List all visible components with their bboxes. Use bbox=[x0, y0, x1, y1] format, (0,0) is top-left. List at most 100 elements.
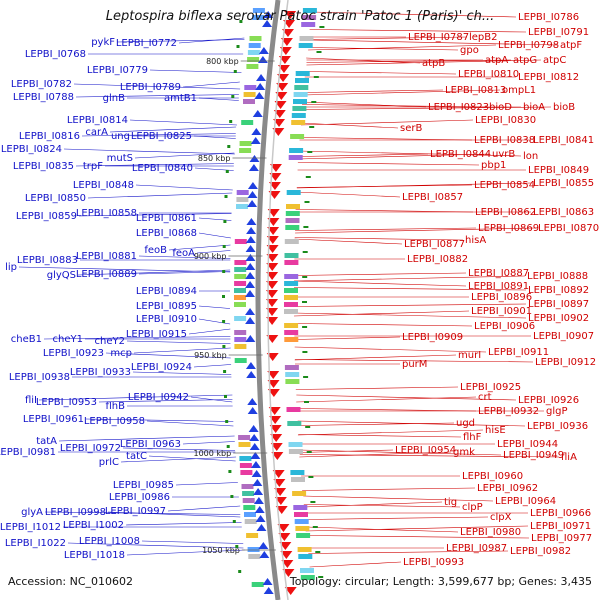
label-leader-line bbox=[306, 526, 459, 533]
gene-label-right: hisE bbox=[485, 425, 506, 436]
label-leader-line bbox=[296, 182, 532, 189]
gene-feature-block bbox=[298, 554, 313, 559]
gene-label-left: pykF bbox=[91, 37, 115, 48]
gene-label-left: ung bbox=[111, 131, 130, 142]
gene-label-right: atpG bbox=[513, 55, 537, 66]
label-leader-line bbox=[295, 227, 477, 231]
feature-marker bbox=[303, 226, 309, 228]
gene-label-right: LEPBI_I0896 bbox=[471, 292, 532, 303]
gene-label-right: LEPBI_I0830 bbox=[475, 115, 536, 126]
reverse-strand-gene-arrow bbox=[279, 47, 292, 55]
forward-strand-gene-arrow bbox=[249, 434, 260, 441]
genome-summary-label: Topology: circular; Length: 3,599,677 bp… bbox=[289, 575, 592, 588]
gene-label-left: glnB bbox=[103, 93, 125, 104]
gene-label-left: mutS bbox=[107, 153, 133, 164]
gene-label-right: LEPBI_I0912 bbox=[535, 357, 596, 368]
feature-marker bbox=[302, 326, 308, 328]
gene-label-left: LEPBI_I0997 bbox=[105, 506, 166, 517]
label-leader-line bbox=[107, 511, 241, 518]
label-leader-line bbox=[309, 29, 527, 33]
reverse-strand-gene-arrow bbox=[269, 425, 282, 433]
reverse-strand-gene-arrow bbox=[266, 281, 279, 289]
forward-strand-gene-arrow bbox=[249, 155, 260, 162]
label-leader-line bbox=[193, 135, 236, 139]
label-leader-line bbox=[295, 227, 537, 234]
reverse-strand-gene-arrow bbox=[273, 119, 286, 127]
label-leader-line bbox=[198, 232, 231, 239]
gene-feature-block bbox=[294, 519, 309, 524]
gene-feature-block bbox=[236, 197, 249, 202]
gene-feature-block bbox=[300, 568, 314, 573]
reverse-strand-gene-arrow bbox=[272, 128, 285, 136]
gene-label-right: murI bbox=[458, 350, 481, 361]
feature-marker bbox=[222, 295, 225, 298]
label-leader-line bbox=[300, 119, 474, 126]
gene-feature-block bbox=[243, 92, 256, 97]
gene-feature-block bbox=[290, 134, 305, 139]
gene-label-left: LEPBI_I0961 bbox=[23, 414, 84, 425]
reverse-strand-gene-arrow bbox=[267, 389, 280, 397]
ruler-tick-label: 900 kbp bbox=[194, 252, 227, 261]
forward-strand-gene-arrow bbox=[253, 497, 264, 504]
feature-marker bbox=[316, 51, 322, 53]
feature-marker bbox=[238, 570, 242, 573]
gene-label-right: LEPBI_I0949 bbox=[503, 450, 564, 461]
gene-feature-block bbox=[243, 99, 255, 104]
gene-label-left: LEPBI_I0814 bbox=[67, 115, 128, 126]
gene-label-right: pbp1 bbox=[481, 160, 506, 171]
label-leader-line bbox=[294, 323, 473, 327]
gene-feature-block bbox=[248, 43, 261, 48]
gene-label-right: glgP bbox=[546, 406, 568, 417]
accession-label: Accession: NC_010602 bbox=[8, 575, 134, 588]
label-leader-line bbox=[294, 237, 464, 241]
reverse-strand-gene-arrow bbox=[266, 245, 279, 253]
label-leader-line bbox=[85, 418, 234, 422]
forward-strand-gene-arrow bbox=[247, 182, 258, 189]
label-leader-line bbox=[294, 272, 467, 276]
label-leader-line bbox=[109, 126, 237, 133]
gene-feature-block bbox=[239, 141, 252, 146]
gene-feature-block bbox=[284, 323, 299, 328]
gene-label-left: LEPBI_I0986 bbox=[109, 492, 170, 503]
gene-feature-block bbox=[294, 512, 308, 517]
forward-strand-gene-arrow bbox=[246, 227, 257, 234]
gene-label-right: LEPBI_I0798 bbox=[498, 40, 559, 51]
gene-feature-block bbox=[285, 225, 300, 230]
label-leader-line bbox=[67, 542, 244, 549]
gene-label-left: LEPBI_I0824 bbox=[1, 144, 62, 155]
gene-feature-block bbox=[241, 484, 254, 489]
gene-label-left: LEPBI_I0868 bbox=[136, 228, 197, 239]
feature-marker bbox=[222, 345, 226, 348]
forward-strand-gene-arrow bbox=[262, 20, 273, 27]
label-leader-line bbox=[303, 504, 461, 508]
feature-marker bbox=[222, 245, 226, 248]
gene-label-right: fliA bbox=[561, 452, 577, 463]
gene-feature-block bbox=[284, 288, 298, 293]
reverse-strand-gene-arrow bbox=[272, 470, 285, 478]
gene-label-left: LEPBI_I0835 bbox=[13, 161, 74, 172]
feature-marker bbox=[226, 445, 230, 448]
gene-label-right: LEPBI_I0812 bbox=[518, 72, 579, 83]
gene-feature-block bbox=[247, 50, 260, 55]
gene-feature-block bbox=[247, 57, 260, 62]
gene-feature-block bbox=[234, 344, 247, 349]
gene-label-left: LEPBI_I0859 bbox=[16, 211, 77, 222]
label-leader-line bbox=[303, 89, 501, 96]
label-leader-line bbox=[98, 399, 233, 403]
forward-strand-gene-arrow bbox=[245, 335, 256, 342]
label-leader-line bbox=[294, 280, 467, 287]
gene-label-left: LEPBI_I0953 bbox=[36, 397, 97, 408]
gene-feature-block bbox=[288, 442, 303, 447]
gene-label-left: LEPBI_I1018 bbox=[64, 550, 125, 561]
gene-label-left: LEPBI_I0816 bbox=[19, 131, 80, 142]
feature-marker bbox=[303, 376, 309, 378]
feature-marker bbox=[306, 451, 312, 453]
label-leader-line bbox=[141, 540, 244, 544]
gene-features bbox=[222, 8, 325, 595]
gene-feature-block bbox=[236, 190, 249, 195]
gene-label-left: LEPBI_I0840 bbox=[132, 163, 193, 174]
gene-feature-block bbox=[234, 274, 247, 279]
gene-label-right: bioD bbox=[489, 102, 512, 113]
